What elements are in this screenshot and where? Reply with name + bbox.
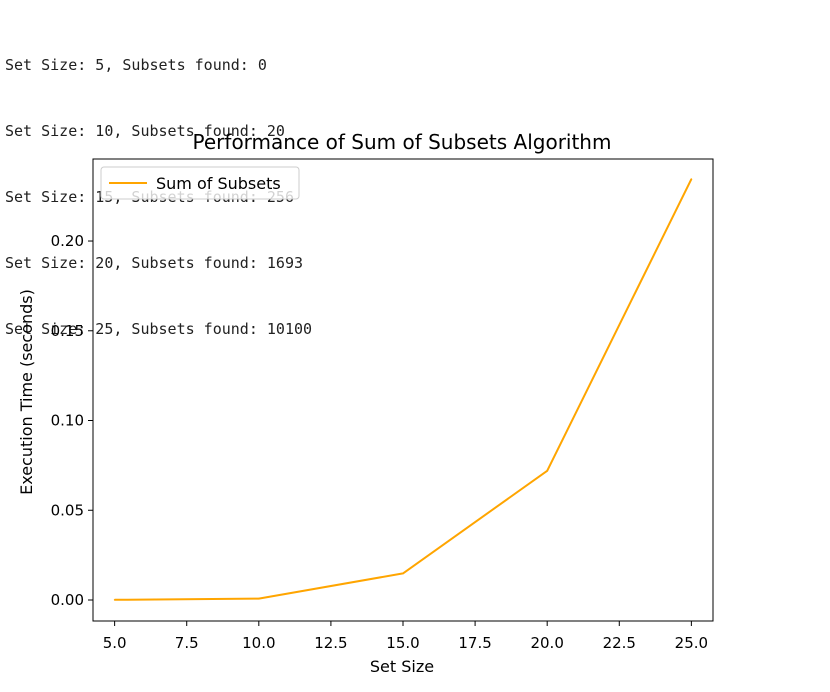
data-point — [258, 597, 260, 600]
console-line: Set Size: 5, Subsets found: 0 — [5, 56, 267, 74]
legend-label: Sum of Subsets — [156, 174, 281, 193]
console-line: Set Size: 10, Subsets found: 20 — [5, 122, 285, 140]
y-tick-label: 0.15 — [51, 322, 84, 340]
x-tick-label: 15.0 — [386, 634, 419, 652]
data-point — [402, 572, 404, 575]
chart-title: Performance of Sum of Subsets Algorithm — [193, 130, 612, 154]
x-axis-label: Set Size — [370, 657, 434, 676]
data-point — [690, 178, 693, 180]
x-tick-label: 10.0 — [242, 634, 275, 652]
x-tick-label: 20.0 — [530, 634, 563, 652]
x-tick-label: 12.5 — [314, 634, 347, 652]
x-tick-label: 25.0 — [675, 634, 708, 652]
x-tick-label: 5.0 — [103, 634, 127, 652]
x-tick-label: 17.5 — [458, 634, 491, 652]
y-tick-label: 0.05 — [51, 501, 84, 519]
console-line: Set Size: 20, Subsets found: 1693 — [5, 254, 304, 272]
y-tick-label: 0.00 — [51, 591, 84, 609]
y-tick-label: 0.20 — [51, 232, 84, 250]
plot-frame — [92, 158, 714, 622]
y-tick-label: 0.10 — [51, 412, 84, 430]
x-tick-label: 7.5 — [175, 634, 199, 652]
data-point — [113, 599, 116, 601]
console-line: Set Size: 25, Subsets found: 10100 — [5, 320, 313, 338]
series-line — [114, 178, 693, 601]
x-tick-label: 22.5 — [603, 634, 636, 652]
data-point — [546, 469, 548, 472]
legend-box — [100, 166, 300, 200]
y-axis-label: Execution Time (seconds) — [17, 289, 36, 495]
